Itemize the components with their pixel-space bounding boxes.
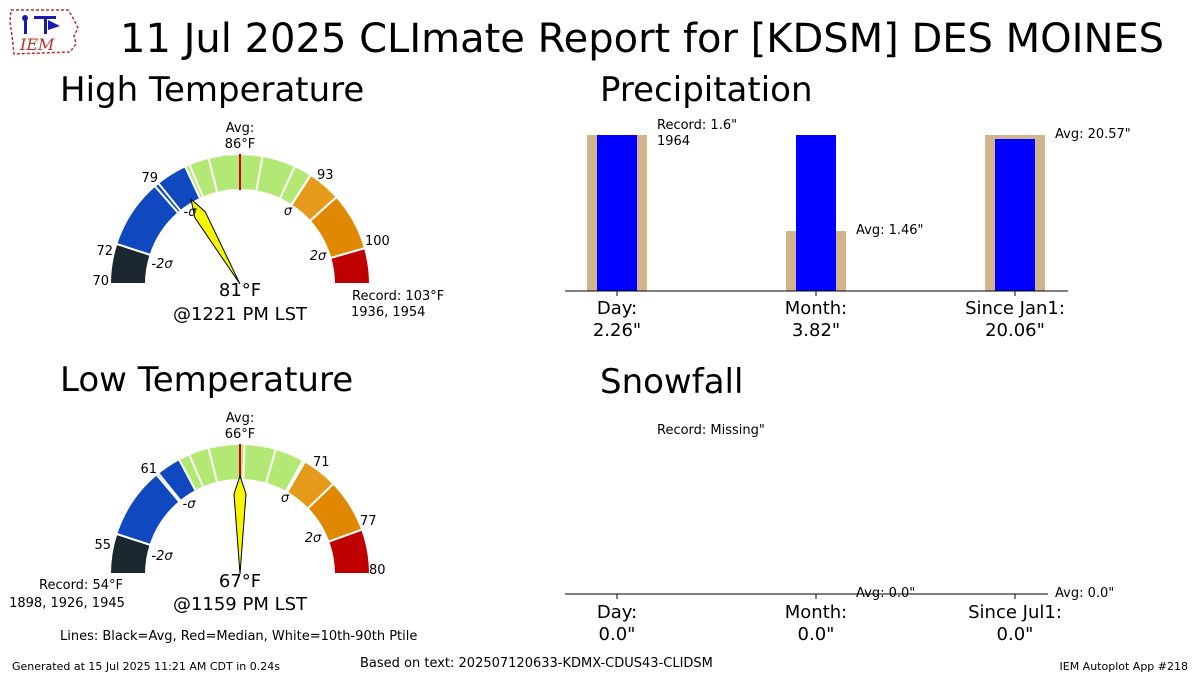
precip-record-year: 1964 [657,134,691,149]
low-tick-label: 55 [94,538,111,553]
low-needle [233,474,247,575]
footer-based-on: Based on text: 202507120633-KDMX-CDUS43-… [360,656,713,671]
high-ptile-line-0 [157,182,182,212]
low-record: Record: 54°F [39,578,123,593]
low-record-years: 1898, 1926, 1945 [9,596,125,611]
precip-month-label: Month: [784,298,848,319]
precip-month-obs-bar [796,135,836,291]
low-tick-label: 77 [360,514,377,529]
high-record-value: Record: 103 [352,289,431,304]
low-sigma-label: -2σ [151,549,173,564]
high-tick-label: 72 [96,244,113,259]
precip-avg-month: Avg: 1.46" [856,223,924,238]
precip-day-value: 2.26" [592,320,642,341]
snow-avg-ytd: Avg: 0.0" [1055,586,1115,601]
precip-title: Precipitation [600,70,813,110]
low-ptile-line-0 [157,472,182,502]
precip-ytd-label: Since Jan1: [965,298,1065,319]
low-temp-gauge: 55 61 71 77 80 -2σ -σ σ 2σ [94,443,386,578]
high-temp-gauge: 70 72 79 93 100 -2σ -σ σ 2σ [92,153,390,289]
high-ptile-line-2 [207,157,219,194]
low-record-value: Record: 54 [39,578,109,593]
high-ptile-line-5 [290,174,312,206]
logo-text: IEM [19,35,55,54]
low-record-unit: °F [109,578,123,593]
low-tick-label: 71 [313,455,330,470]
high-record: Record: 103°F [352,289,444,304]
low-ptile-line-1 [188,453,205,488]
footer-app: IEM Autoplot App #218 [1059,660,1189,673]
high-ptile-line-1 [188,163,205,198]
snow-record-day: Record: Missing" [657,423,765,438]
low-observed-unit: °F [241,571,262,592]
high-time: @1221 PM LST [172,304,308,325]
high-observed-unit: °F [241,280,262,301]
low-band-6 [327,528,372,575]
high-avg-unit: °F [241,137,256,152]
high-avg-value: 86°F [225,137,256,152]
precip-avg-ytd: Avg: 20.57" [1055,127,1131,142]
high-tick-label: 93 [317,168,334,183]
low-sigma-label: σ [281,491,290,506]
precip-day-obs-bar [597,135,637,291]
low-time: @1159 PM LST [172,594,308,615]
low-avg-unit: °F [241,427,256,442]
high-record-years: 1936, 1954 [351,305,426,320]
high-needle [190,197,241,285]
low-ptile-line-4 [264,448,277,484]
low-sigma-label: 2σ [305,531,322,546]
precip-day-label: Day: [596,298,638,319]
iem-logo: IEM [9,9,79,55]
report-title: 11 Jul 2025 CLImate Report for [KDSM] DE… [120,16,1165,62]
low-ptile-line-2 [207,447,219,484]
high-tick-label: 79 [141,171,158,186]
low-observed: 67°F [219,571,261,592]
precip-chart [565,135,1068,296]
high-temp-title: High Temperature [60,70,365,110]
high-observed: 81°F [219,280,261,301]
footer-generated: Generated at 15 Jul 2025 11:21 AM CDT in… [12,660,280,673]
low-sigma-label: -σ [183,497,197,512]
low-observed-number: 67 [218,571,242,592]
low-avg-number: 66 [224,427,242,442]
low-tick-label: 80 [369,563,386,578]
snow-month-value: 0.0" [797,624,835,645]
high-ptile-line-3 [255,155,264,192]
high-sigma-label: -2σ [151,257,173,272]
low-avg-label: Avg: [225,411,255,426]
low-temp-title: Low Temperature [60,360,354,400]
low-ptile-line-5 [284,459,304,493]
snow-day-label: Day: [596,602,638,623]
high-avg-number: 86 [224,137,242,152]
snow-avg-month: Avg: 0.0" [856,586,916,601]
snow-ytd-label: Since Jul1: [968,602,1062,623]
low-tick-label: 61 [140,462,157,477]
high-observed-number: 81 [218,280,242,301]
snow-ytd-value: 0.0" [996,624,1034,645]
snow-month-label: Month: [784,602,848,623]
precip-month-value: 3.82" [791,320,841,341]
precip-ytd-obs-bar [995,139,1035,291]
high-record-unit: °F [430,289,445,304]
high-tick-label: 100 [365,234,390,249]
high-sigma-label: 2σ [310,249,327,264]
low-ptile-line-3 [242,444,246,481]
high-avg-label: Avg: [225,121,255,136]
precip-ytd-value: 20.06" [985,320,1045,341]
legend-line: Lines: Black=Avg, Red=Median, White=10th… [60,629,418,644]
low-avg-value: 66°F [225,427,256,442]
snow-day-value: 0.0" [598,624,636,645]
high-ptile-line-4 [278,165,296,200]
high-band-6 [329,246,372,285]
high-sigma-label: -σ [184,205,198,220]
high-tick-label: 70 [92,274,109,289]
high-band-3 [183,153,313,207]
snow-title: Snowfall [600,362,744,402]
high-sigma-label: σ [284,204,293,219]
precip-record-day: Record: 1.6" [657,118,738,133]
snow-chart [565,593,1048,599]
